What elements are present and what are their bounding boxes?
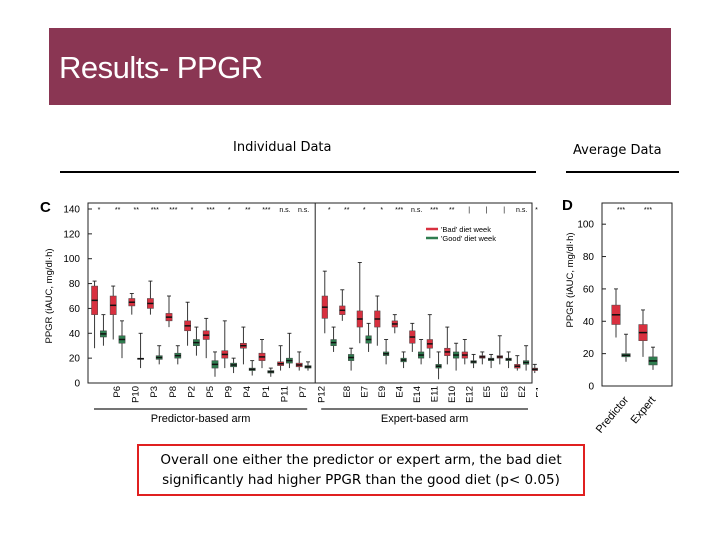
significance-marker: n.s. (411, 207, 422, 214)
participant-label: E8 (342, 386, 353, 398)
average-boxplot-chart: D PPGR (iAUC, mg/dl·h) 0 20 40 60 80 100 *** Pred… (562, 197, 673, 435)
participant-label: E2 (517, 386, 528, 398)
panel-c-label: C (40, 199, 51, 216)
slide-title: Results- PPGR (59, 50, 263, 85)
significance-marker: n.s. (516, 207, 527, 214)
significance-marker: | (486, 207, 488, 214)
plot-frame (601, 202, 673, 387)
participant-label: P8 (168, 386, 179, 398)
y-tick-label: 100 (577, 220, 594, 231)
significance-marker: *** (207, 207, 215, 214)
participant-label: E5 (482, 386, 493, 398)
y-tick-label: 120 (63, 229, 80, 240)
significance-marker: ** (449, 207, 455, 214)
participant-label: E1 (535, 386, 538, 398)
conclusion-line-2: significantly had higher PPGR than the g… (162, 472, 560, 488)
significance-marker: * (380, 207, 383, 214)
significance-marker: *** (395, 207, 403, 214)
significance-marker: *** (617, 207, 625, 214)
participant-label: E11 (430, 386, 441, 402)
category-label: Predictor (594, 394, 632, 435)
participant-label: P4 (242, 386, 253, 398)
average-data-header: Average Data (573, 143, 662, 158)
participant-label: E9 (377, 386, 388, 398)
y-tick-label: 80 (583, 252, 595, 263)
significance-marker: ** (245, 207, 251, 214)
participant-label: E7 (360, 386, 371, 398)
title-banner: Results- PPGR (49, 28, 671, 105)
participant-label: E3 (500, 386, 511, 398)
significance-marker: n.s. (298, 207, 309, 214)
y-tick-label: 80 (69, 279, 81, 290)
significance-marker: ** (115, 207, 121, 214)
panel-d-label: D (562, 197, 573, 214)
significance-marker: n.s. (279, 207, 290, 214)
legend-good-label: 'Good' diet week (441, 234, 496, 243)
significance-marker: ** (133, 207, 139, 214)
significance-marker: *** (151, 207, 159, 214)
significance-marker: * (363, 207, 366, 214)
significance-marker: *** (430, 207, 438, 214)
legend-bad-label: 'Bad' diet week (441, 225, 491, 234)
y-tick-label: 100 (63, 254, 80, 265)
y-tick-label: 40 (583, 317, 595, 328)
y-tick-label: 60 (69, 304, 81, 315)
significance-marker: * (228, 207, 231, 214)
significance-marker: *** (262, 207, 270, 214)
significance-marker: *** (535, 207, 538, 214)
conclusion-line-1: Overall one either the predictor or expe… (160, 452, 562, 468)
significance-marker: *** (644, 207, 652, 214)
participant-label: P5 (205, 386, 216, 398)
category-label: Expert (629, 394, 659, 426)
y-tick-label: 60 (583, 284, 595, 295)
participant-label: P3 (149, 386, 160, 398)
individual-boxplot-chart: C PPGR (iAUC, mg/dl·h) 0 20 40 60 80 100 120 140 '… (40, 199, 538, 425)
participant-label: P7 (298, 386, 309, 398)
expert-arm-label: Expert-based arm (381, 413, 468, 425)
significance-marker: | (503, 207, 505, 214)
participant-label: E4 (395, 386, 406, 398)
y-tick-label: 40 (69, 329, 81, 340)
y-tick-label: 140 (63, 205, 80, 216)
average-header-rule (566, 171, 679, 173)
participant-label: P11 (279, 386, 290, 402)
participant-label: P1 (261, 386, 272, 398)
plot-frame (87, 202, 533, 384)
individual-data-header: Individual Data (233, 140, 332, 155)
participant-label: P2 (186, 386, 197, 398)
significance-marker: * (191, 207, 194, 214)
y-axis-label: PPGR (iAUC, mg/dl·h) (565, 232, 576, 327)
y-axis-label: PPGR (iAUC, mg/dl·h) (44, 248, 55, 343)
y-tick-label: 20 (69, 354, 81, 365)
participant-label: E14 (412, 386, 423, 403)
y-tick-label: 20 (583, 349, 595, 360)
significance-marker: * (98, 207, 101, 214)
participant-label: P9 (224, 386, 235, 398)
significance-marker: * (328, 207, 331, 214)
significance-marker: | (468, 207, 470, 214)
participant-label: P12 (317, 386, 328, 403)
conclusion-box: Overall one either the predictor or expe… (137, 444, 585, 496)
participant-label: P6 (112, 386, 123, 398)
significance-marker: *** (169, 207, 177, 214)
significance-marker: ** (344, 207, 350, 214)
y-tick-label: 0 (74, 379, 80, 390)
individual-header-rule (60, 171, 536, 173)
participant-label: E12 (465, 386, 476, 403)
y-tick-label: 0 (588, 382, 594, 393)
predictor-arm-label: Predictor-based arm (151, 413, 251, 425)
participant-label: P10 (131, 386, 142, 403)
participant-label: E10 (447, 386, 458, 403)
